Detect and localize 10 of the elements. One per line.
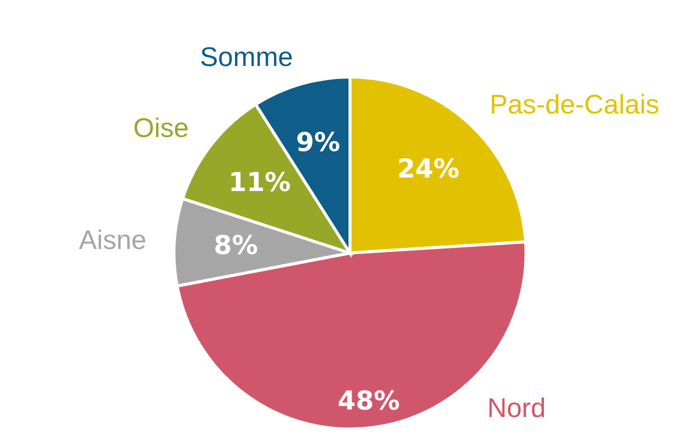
data-label: 24%: [397, 154, 460, 185]
data-label: 8%: [214, 230, 258, 261]
data-label: 9%: [296, 128, 340, 158]
data-label: 11%: [228, 168, 291, 198]
slice-label: Aisne: [78, 225, 146, 256]
slice-label: Pas-de-Calais: [490, 89, 660, 120]
slice-label: Oise: [133, 112, 189, 143]
slice-label: Nord: [487, 392, 546, 423]
data-label: 48%: [338, 386, 400, 416]
slice-label: Somme: [200, 42, 294, 72]
